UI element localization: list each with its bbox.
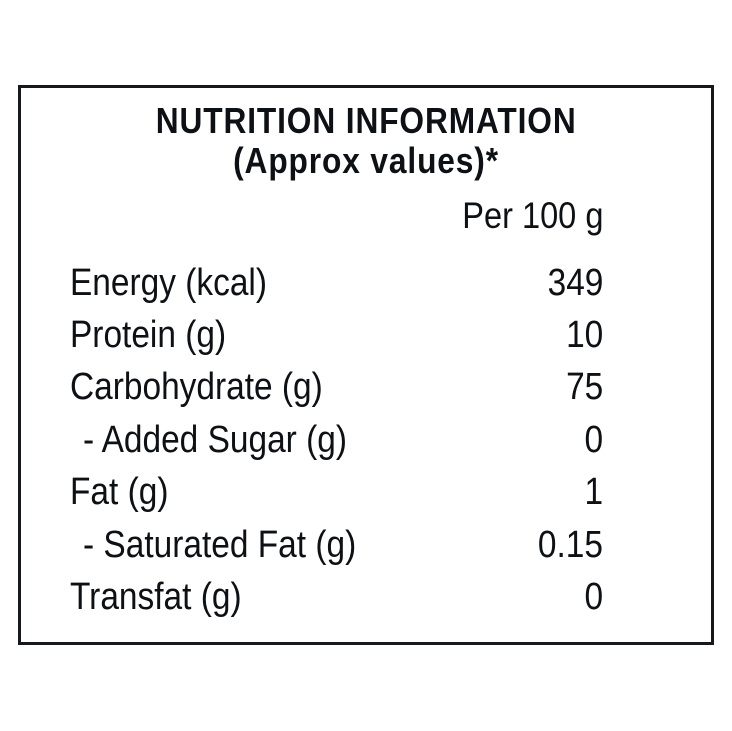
row-value: 349 xyxy=(547,261,603,304)
table-row-added-sugar: - Added Sugar (g) 0 xyxy=(21,414,711,466)
table-row-protein: Protein (g) 10 xyxy=(21,309,711,361)
label-subtitle-text: (Approx values)* xyxy=(233,140,499,181)
row-value: 75 xyxy=(565,366,603,409)
row-label: Protein (g) xyxy=(70,314,227,357)
row-label: - Saturated Fat (g) xyxy=(83,523,357,566)
row-label: - Added Sugar (g) xyxy=(83,418,347,461)
nutrition-table: Energy (kcal) 349 Protein (g) 10 Carbohy… xyxy=(21,257,711,624)
nutrition-label-box: NUTRITION INFORMATION (Approx values)* P… xyxy=(18,85,714,645)
row-value: 10 xyxy=(565,314,603,357)
table-row-saturated-fat: - Saturated Fat (g) 0.15 xyxy=(21,519,711,571)
table-row-fat: Fat (g) 1 xyxy=(21,467,711,519)
row-value: 0 xyxy=(584,418,603,461)
label-header: NUTRITION INFORMATION (Approx values)* xyxy=(21,101,711,181)
label-title: NUTRITION INFORMATION xyxy=(21,101,711,141)
row-value: 1 xyxy=(584,471,603,514)
row-value: 0 xyxy=(584,576,603,619)
column-header-per-100g: Per 100 g xyxy=(21,196,711,236)
row-label: Fat (g) xyxy=(70,471,169,514)
column-header-text: Per 100 g xyxy=(461,195,603,236)
row-label: Carbohydrate (g) xyxy=(70,366,323,409)
label-subtitle: (Approx values)* xyxy=(21,141,711,181)
table-row-transfat: Transfat (g) 0 xyxy=(21,571,711,623)
row-label: Energy (kcal) xyxy=(70,261,267,304)
row-label: Transfat (g) xyxy=(70,576,242,619)
row-value: 0.15 xyxy=(537,523,603,566)
table-row-energy: Energy (kcal) 349 xyxy=(21,257,711,309)
table-row-carbohydrate: Carbohydrate (g) 75 xyxy=(21,362,711,414)
label-title-text: NUTRITION INFORMATION xyxy=(155,100,577,141)
